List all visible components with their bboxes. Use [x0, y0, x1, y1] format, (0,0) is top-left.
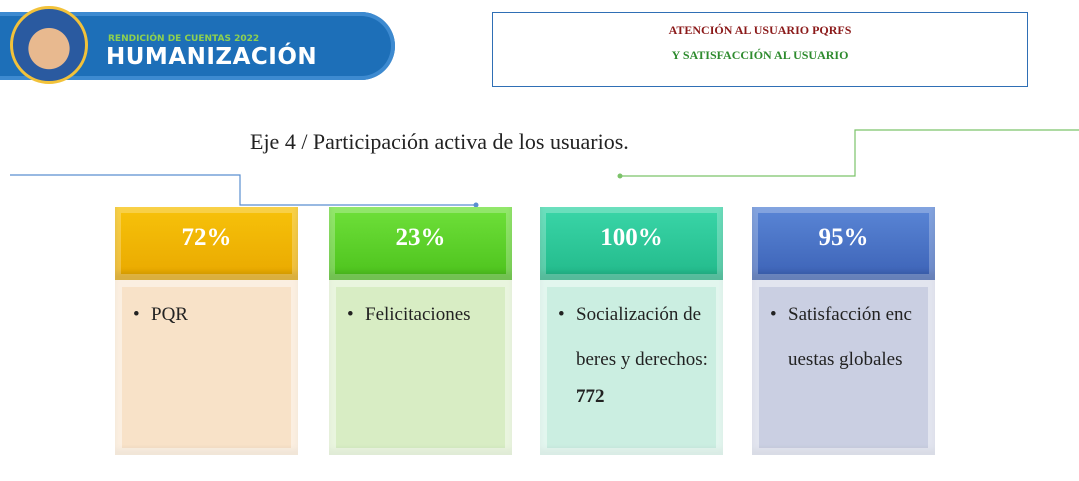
badge-small: RENDICIÓN DE CUENTAS 2022: [108, 34, 259, 44]
card: 23% •Felicitaciones: [329, 207, 512, 455]
avatar: [10, 6, 88, 84]
bullet-item: •Felicitaciones: [347, 292, 498, 337]
card: 95% •Satisfacción encuestas globales: [752, 207, 935, 455]
slide: RENDICIÓN DE CUENTAS 2022 HUMANIZACIÓN A…: [0, 0, 1079, 481]
card-text: Socialización deberes y derechos:: [576, 292, 709, 382]
card-text: PQR: [151, 292, 284, 337]
bullet: •: [558, 292, 576, 382]
card-body: •Socialización deberes y derechos:772: [540, 280, 723, 455]
header-box: ATENCIÓN AL USUARIO PQRFS Y SATISFACCIÓN…: [492, 12, 1028, 87]
card-value: 23%: [329, 207, 512, 280]
bullet: •: [770, 292, 788, 382]
bullet: •: [347, 292, 365, 337]
bullet-item: •Socialización deberes y derechos:: [558, 292, 709, 382]
card-body: •Satisfacción encuestas globales: [752, 280, 935, 455]
card-text: Felicitaciones: [365, 292, 498, 337]
bullet-item: •Satisfacción encuestas globales: [770, 292, 921, 382]
card-value: 95%: [752, 207, 935, 280]
bullet-item: •PQR: [133, 292, 284, 337]
card-text: Satisfacción encuestas globales: [788, 292, 921, 382]
card-value: 72%: [115, 207, 298, 280]
card-body: •PQR: [115, 280, 298, 455]
subtitle: Eje 4 / Participación activa de los usua…: [250, 120, 710, 164]
bullet: •: [133, 292, 151, 337]
box-line: Y SATISFACCIÓN AL USUARIO: [493, 48, 1027, 63]
card-body: •Felicitaciones: [329, 280, 512, 455]
card-extra: 772: [558, 382, 709, 412]
card: 72% •PQR: [115, 207, 298, 455]
box-line: ATENCIÓN AL USUARIO PQRFS: [493, 23, 1027, 38]
card-value: 100%: [540, 207, 723, 280]
card: 100%•Socialización deberes y derechos:77…: [540, 207, 723, 455]
badge-title: HUMANIZACIÓN: [106, 44, 317, 70]
